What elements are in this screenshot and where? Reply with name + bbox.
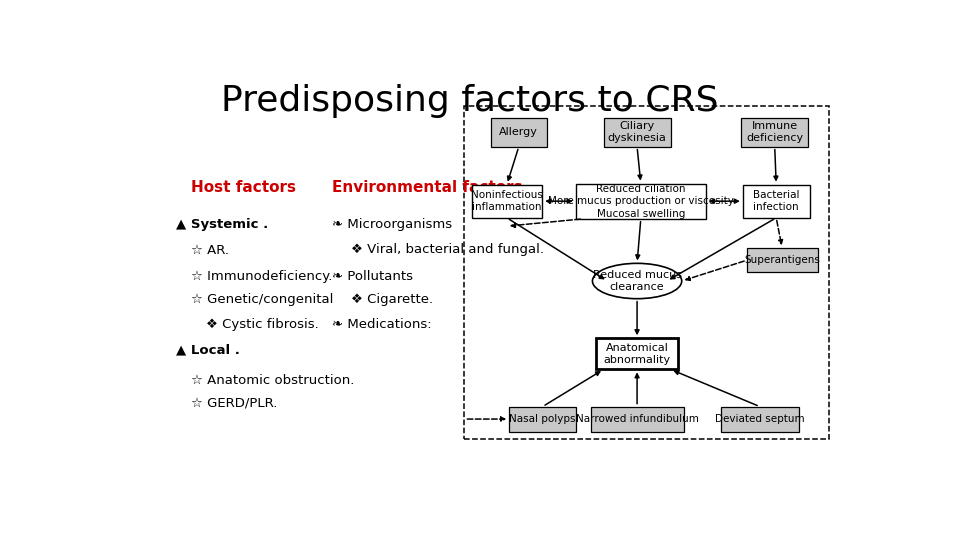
Bar xyxy=(471,185,542,218)
Text: ☆ AR.: ☆ AR. xyxy=(191,244,228,256)
Text: Allergy: Allergy xyxy=(499,127,539,137)
Text: ❖ Cigarette.: ❖ Cigarette. xyxy=(350,293,433,306)
Text: Reduced ciliation
More mucus production or viscosity
Mucosal swelling: Reduced ciliation More mucus production … xyxy=(548,184,733,219)
Text: ☆ Immunodeficiency.: ☆ Immunodeficiency. xyxy=(191,271,332,284)
Bar xyxy=(743,185,809,218)
Text: ❧ Medications:: ❧ Medications: xyxy=(332,318,432,331)
Text: ❖ Viral, bacterial and fungal.: ❖ Viral, bacterial and fungal. xyxy=(350,244,543,256)
Bar xyxy=(576,184,706,219)
Text: Nasal polyps: Nasal polyps xyxy=(510,414,576,424)
Text: Host factors: Host factors xyxy=(191,180,296,195)
Text: ☆ GERD/PLR.: ☆ GERD/PLR. xyxy=(191,397,277,410)
Bar xyxy=(590,407,684,431)
Text: Immune
deficiency: Immune deficiency xyxy=(746,121,804,143)
Bar xyxy=(741,118,808,147)
Bar xyxy=(604,118,670,147)
Bar xyxy=(509,407,576,431)
Text: ❧ Pollutants: ❧ Pollutants xyxy=(332,271,413,284)
Text: Anatomical
abnormality: Anatomical abnormality xyxy=(604,342,671,365)
Text: ❖ Cystic fibrosis.: ❖ Cystic fibrosis. xyxy=(205,318,319,331)
Bar xyxy=(491,118,546,147)
Bar xyxy=(721,407,799,431)
Text: Predisposing factors to CRS: Predisposing factors to CRS xyxy=(221,84,718,118)
Bar xyxy=(465,106,829,439)
Text: ☆ Genetic/congenital: ☆ Genetic/congenital xyxy=(191,293,333,306)
Text: ▲ Local .: ▲ Local . xyxy=(176,343,240,356)
Bar xyxy=(747,248,818,272)
Text: ☆ Anatomic obstruction.: ☆ Anatomic obstruction. xyxy=(191,374,354,387)
Text: Deviated septum: Deviated septum xyxy=(715,414,804,424)
Text: ▲ Systemic .: ▲ Systemic . xyxy=(176,218,268,231)
Text: Ciliary
dyskinesia: Ciliary dyskinesia xyxy=(608,121,666,143)
Text: Superantigens: Superantigens xyxy=(744,255,820,265)
Text: Environmental factors: Environmental factors xyxy=(332,180,522,195)
Text: Reduced mucus
clearance: Reduced mucus clearance xyxy=(592,270,682,292)
Text: Bacterial
infection: Bacterial infection xyxy=(753,190,800,212)
Text: ❧ Microorganisms: ❧ Microorganisms xyxy=(332,218,452,231)
Text: Noninfectious
inflammation: Noninfectious inflammation xyxy=(471,190,542,212)
Ellipse shape xyxy=(592,264,682,299)
Bar xyxy=(596,338,678,369)
Text: Narrowed infundibulum: Narrowed infundibulum xyxy=(576,414,699,424)
